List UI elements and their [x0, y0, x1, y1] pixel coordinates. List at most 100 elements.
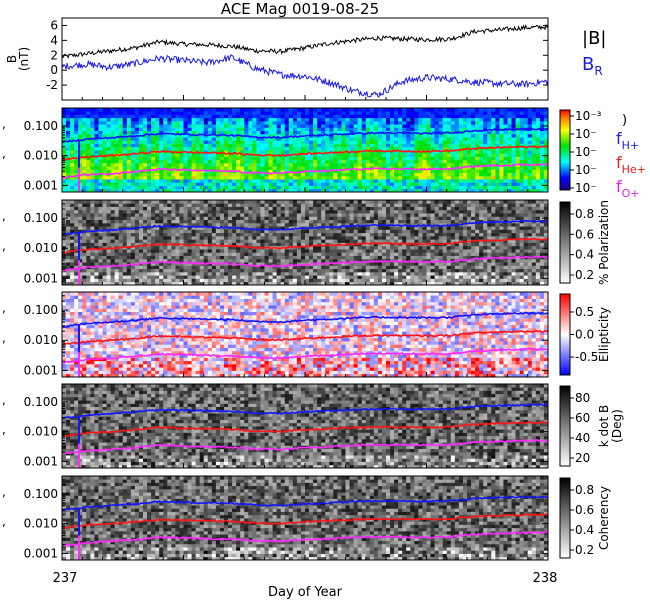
heatmap-cell [414, 166, 419, 170]
heatmap-cell [321, 146, 326, 151]
heatmap-cell [296, 242, 302, 247]
heatmap-cell [228, 140, 233, 144]
heatmap-cell [329, 146, 334, 151]
heatmap-cell [539, 159, 545, 164]
heatmap-cell [252, 130, 257, 135]
heatmap-cell [535, 150, 541, 154]
heatmap-cell [361, 143, 367, 148]
heatmap-cell [102, 111, 107, 115]
heatmap-cell [110, 255, 116, 260]
heatmap-cell [224, 185, 229, 190]
heatmap-cell [296, 216, 302, 221]
heatmap-cell [357, 124, 363, 128]
heatmap-cell [179, 146, 184, 151]
heatmap-cell [82, 262, 87, 266]
heatmap-cell [495, 188, 500, 193]
heatmap-cell [268, 179, 273, 183]
heatmap-cell [264, 265, 269, 270]
heatmap-cell [187, 159, 192, 164]
heatmap-cell [418, 153, 423, 157]
heatmap-cell [398, 185, 403, 190]
heatmap-cell [163, 127, 168, 132]
heatmap-cell [483, 133, 488, 138]
heatmap-cell [134, 175, 140, 180]
heatmap-cell [224, 124, 229, 128]
heatmap-cell [325, 216, 330, 221]
heatmap-cell [430, 182, 435, 186]
heatmap-cell [406, 140, 411, 144]
heatmap-cell [199, 146, 205, 151]
heatmap-cell [244, 127, 249, 132]
heatmap-cell [402, 175, 407, 180]
heatmap-cell [471, 108, 476, 112]
heatmap-cell [288, 143, 294, 148]
heatmap-cell [66, 219, 71, 224]
heatmap-cell [179, 166, 184, 170]
heatmap-cell [122, 216, 128, 221]
heatmap-cell [272, 166, 278, 170]
heatmap-cell [329, 120, 334, 125]
heatmap-cell [361, 117, 367, 122]
heatmap-cell [260, 169, 265, 174]
heatmap-cell [244, 213, 249, 217]
heatmap-cell [167, 268, 172, 273]
heatmap-cell [191, 271, 197, 276]
heatmap-cell [199, 255, 205, 260]
heatmap-cell [535, 111, 541, 115]
heatmap-cell [90, 188, 95, 193]
heatmap-cell [317, 242, 322, 247]
heatmap-cell [543, 133, 549, 138]
heatmap-cell [256, 209, 261, 214]
heatmap-cell [268, 162, 273, 167]
heatmap-cell [248, 140, 253, 144]
heatmap-cell [341, 120, 346, 125]
heatmap-cell [98, 216, 103, 221]
heatmap-cell [264, 275, 269, 279]
heatmap-cell [232, 278, 237, 283]
heatmap-cell [543, 150, 549, 154]
heatmap-cell [236, 162, 241, 167]
heatmap-cell [256, 216, 261, 221]
heatmap-cell [523, 188, 529, 193]
heatmap-cell [377, 188, 383, 193]
heatmap-cell [471, 172, 476, 177]
heatmap-cell [159, 172, 164, 177]
heatmap-cell [167, 219, 172, 224]
heatmap-cell [390, 172, 395, 177]
heatmap-cell [82, 242, 87, 247]
heatmap-cell [272, 242, 278, 247]
heatmap-cell [74, 140, 79, 144]
heatmap-cell [333, 124, 338, 128]
heatmap-cell [167, 249, 172, 253]
heatmap-cell [151, 159, 156, 164]
heatmap-cell [410, 127, 415, 132]
heatmap-cell [78, 162, 83, 167]
heatmap-cell [191, 127, 197, 132]
heatmap-cell [264, 232, 269, 237]
heatmap-cell [78, 265, 83, 270]
heatmap-cell [357, 166, 363, 170]
heatmap-cell [280, 281, 286, 286]
heatmap-cell [228, 159, 233, 164]
heatmap-cell [82, 120, 87, 125]
heatmap-cell [369, 156, 375, 161]
heatmap-cell [296, 255, 302, 260]
heatmap-cell [507, 143, 512, 148]
heatmap-cell [333, 245, 338, 250]
heatmap-cell [78, 242, 83, 247]
heatmap-cell [106, 268, 111, 273]
heatmap-cell [74, 137, 79, 141]
heatmap-cell [147, 156, 152, 161]
heatmap-cell [122, 213, 128, 217]
heatmap-cell [268, 216, 273, 221]
heatmap-cell [199, 108, 205, 112]
heatmap-cell [232, 153, 237, 157]
heatmap-cell [353, 172, 359, 177]
heatmap-cell [147, 226, 152, 230]
heatmap-cell [98, 258, 103, 263]
heatmap-cell [98, 268, 103, 273]
heatmap-cell [211, 245, 217, 250]
heatmap-cell [130, 219, 136, 224]
heatmap-cell [62, 209, 67, 214]
heatmap-cell [442, 156, 448, 161]
